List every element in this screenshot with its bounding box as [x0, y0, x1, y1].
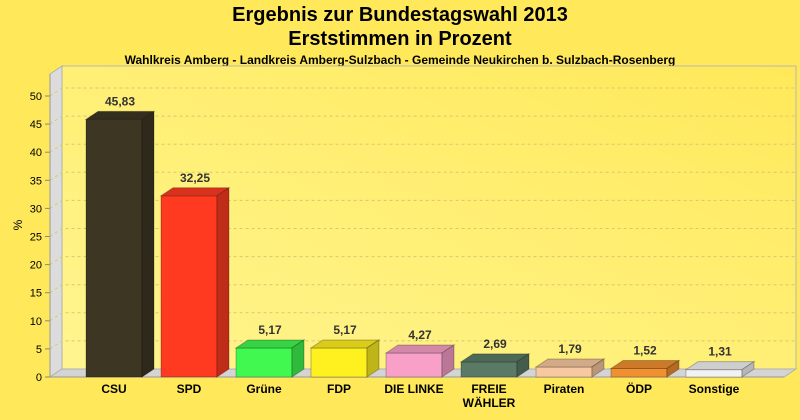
grid-line	[49, 284, 796, 294]
chart-title: Ergebnis zur Bundestagswahl 2013	[232, 4, 568, 26]
bar-3-front	[310, 347, 368, 378]
y-axis-label: %	[11, 219, 25, 230]
left-wall	[49, 65, 63, 378]
bar-4-side	[441, 344, 455, 378]
bar-2-front	[235, 347, 293, 378]
bar-6-front	[535, 366, 593, 378]
bar-8-front	[685, 369, 743, 378]
chart-subtitle: Wahlkreis Amberg - Landkreis Amberg-Sulz…	[124, 53, 676, 67]
bar-5-front	[460, 361, 518, 378]
bar-value-label: 1,79	[558, 342, 582, 356]
x-tick-label: FDP	[327, 382, 351, 396]
grid-line	[49, 256, 796, 266]
x-tick-label: WÄHLER	[463, 395, 516, 410]
x-tick-label: ÖDP	[626, 381, 652, 396]
y-tick-label: 50	[30, 91, 42, 103]
bar-0-front	[85, 118, 143, 378]
x-tick-label: Sonstige	[689, 382, 740, 396]
bar-5-side	[516, 352, 530, 378]
x-tick-label: DIE LINKE	[384, 382, 443, 396]
bar-6-side	[591, 358, 605, 378]
bar-3-side	[366, 339, 380, 378]
grid-line	[49, 171, 796, 181]
bar-value-label: 45,83	[105, 94, 135, 108]
x-tick-label: FREIE	[471, 382, 506, 396]
y-tick-label: 35	[30, 175, 42, 187]
grid-line	[49, 312, 796, 322]
x-tick-label: Piraten	[544, 382, 585, 396]
grid-line	[49, 340, 796, 350]
bar-value-label: 1,31	[708, 345, 732, 359]
y-tick-label: 0	[36, 372, 42, 384]
y-tick-label: 45	[30, 119, 42, 131]
bar-4-front	[385, 352, 443, 378]
bar-8-side	[741, 360, 755, 378]
y-tick-label: 15	[30, 288, 42, 300]
y-tick-label: 25	[30, 232, 42, 244]
x-tick-label: SPD	[177, 382, 202, 396]
grid-line	[49, 228, 796, 237]
bar-0-side	[141, 110, 155, 378]
x-tick-label: Grüne	[246, 382, 282, 396]
y-tick-label: 20	[30, 260, 42, 272]
bar-value-label: 32,25	[180, 171, 210, 185]
x-tick-label: CSU	[101, 382, 126, 396]
y-tick-label: 40	[30, 147, 42, 159]
bar-value-label: 4,27	[408, 328, 432, 342]
bar-value-label: 1,52	[633, 343, 657, 357]
grid-line	[49, 87, 796, 97]
bar-1-side	[216, 186, 230, 378]
bar-7-side	[666, 359, 680, 378]
chart-title-2: Erststimmen in Prozent	[288, 28, 512, 50]
bar-value-label: 5,17	[258, 323, 282, 337]
y-tick-label: 30	[30, 203, 42, 215]
y-tick-label: 10	[30, 316, 42, 328]
y-tick-label: 5	[36, 344, 42, 356]
grid-line	[49, 199, 796, 209]
bar-2-side	[291, 339, 305, 378]
bar-7-front	[610, 367, 668, 378]
bar-1-front	[160, 195, 218, 378]
bar-value-label: 2,69	[483, 337, 507, 351]
bar-value-label: 5,17	[333, 323, 357, 337]
grid-line	[49, 115, 796, 125]
grid-line	[49, 143, 796, 153]
